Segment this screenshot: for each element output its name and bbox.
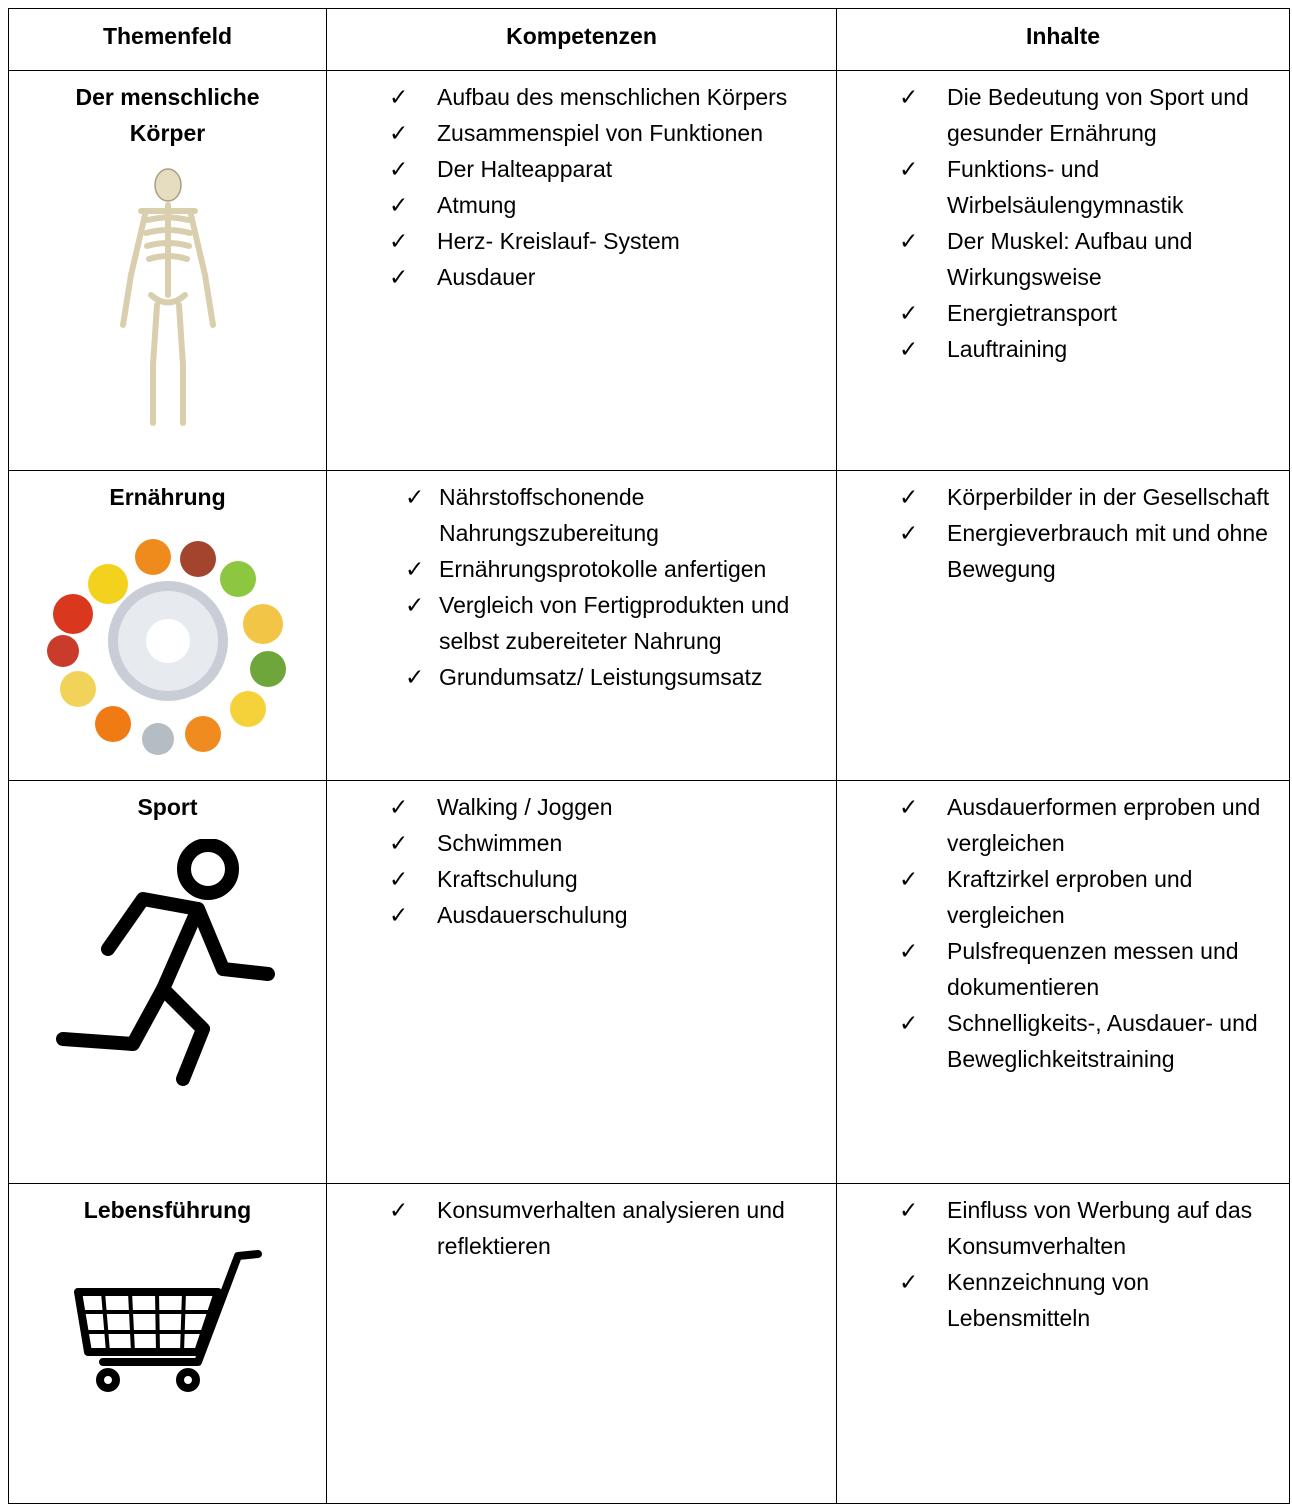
list-item: Aufbau des menschlichen Körpers [327,79,836,115]
kompetenzen-cell: Konsumverhalten analysieren und reflekti… [326,1183,837,1504]
kompetenzen-cell: Aufbau des menschlichen KörpersZusammens… [326,70,837,471]
inhalte-list: Die Bedeutung von Sport und gesunder Ern… [837,79,1289,367]
list-item: Ausdauer [327,259,836,295]
table-row: Sport Walking / JoggenSchwimmenKraftschu… [8,780,1290,1184]
header-row: Themenfeld Kompetenzen Inhalte [8,8,1290,71]
kompetenzen-list: Konsumverhalten analysieren und reflekti… [327,1192,836,1264]
inhalte-cell: Die Bedeutung von Sport und gesunder Ern… [836,70,1290,471]
list-item: Die Bedeutung von Sport und gesunder Ern… [837,79,1289,151]
skeleton-icon [119,168,216,426]
list-item: Atmung [327,187,836,223]
list-item: Grundumsatz/ Leistungsumsatz [327,659,836,695]
list-item: Körperbilder in der Gesellschaft [837,479,1289,515]
list-item: Kraftschulung [327,861,836,897]
column-header: Themenfeld [8,8,327,71]
food-icon [46,539,286,755]
list-item: Lauftraining [837,331,1289,367]
kompetenzen-list: Nährstoffschonende NahrungszubereitungEr… [327,479,836,695]
list-item: Vergleich von Fertigprodukten und selbst… [327,587,836,659]
list-item: Konsumverhalten analysieren und reflekti… [327,1192,836,1264]
list-item: Herz- Kreislauf- System [327,223,836,259]
inhalte-cell: Körperbilder in der GesellschaftEnergiev… [836,470,1290,781]
list-item: Schnelligkeits-, Ausdauer- und Beweglich… [837,1005,1289,1077]
table-row: Lebensführung Konsumverhalten analysiere… [8,1183,1290,1504]
cart-icon [73,1250,262,1392]
list-item: Schwimmen [327,825,836,861]
list-item: Der Halteapparat [327,151,836,187]
topic-cell: Der menschliche Körper [8,70,327,471]
list-item: Energietransport [837,295,1289,331]
topic-cell: Lebensführung [8,1183,327,1504]
topic-name: Der menschliche Körper [75,84,260,146]
column-header: Kompetenzen [326,8,837,71]
topic-name: Ernährung [109,484,226,510]
list-item: Ernährungsprotokolle anfertigen [327,551,836,587]
column-header: Inhalte [836,8,1290,71]
list-item: Pulsfrequenzen messen und dokumentieren [837,933,1289,1005]
inhalte-list: Ausdauerformen erproben und vergleichenK… [837,789,1289,1077]
inhalte-cell: Ausdauerformen erproben und vergleichenK… [836,780,1290,1184]
kompetenzen-cell: Walking / JoggenSchwimmenKraftschulungAu… [326,780,837,1184]
inhalte-list: Einfluss von Werbung auf das Konsumverha… [837,1192,1289,1336]
topic-cell: Sport [8,780,327,1184]
list-item: Walking / Joggen [327,789,836,825]
list-item: Ausdauerschulung [327,897,836,933]
list-item: Nährstoffschonende Nahrungszubereitung [327,479,836,551]
list-item: Kennzeichnung von Lebensmitteln [837,1264,1289,1336]
list-item: Energieverbrauch mit und ohne Bewegung [837,515,1289,587]
table-row: Ernährung Nährstoffschonende Nahrungszub… [8,470,1290,781]
kompetenzen-list: Aufbau des menschlichen KörpersZusammens… [327,79,836,295]
topic-name: Lebensführung [83,1197,252,1223]
kompetenzen-list: Walking / JoggenSchwimmenKraftschulungAu… [327,789,836,933]
topic-cell: Ernährung [8,470,327,781]
list-item: Funktions- und Wirbelsäulengymnastik [837,151,1289,223]
topic-table: Themenfeld Kompetenzen Inhalte Der menschl… [8,8,1290,1504]
list-item: Ausdauerformen erproben und vergleichen [837,789,1289,861]
list-item: Kraftzirkel erproben und vergleichen [837,861,1289,933]
inhalte-cell: Einfluss von Werbung auf das Konsumverha… [836,1183,1290,1504]
runner-icon [55,839,275,1086]
topic-name: Sport [137,794,198,820]
inhalte-list: Körperbilder in der GesellschaftEnergiev… [837,479,1289,587]
kompetenzen-cell: Nährstoffschonende NahrungszubereitungEr… [326,470,837,781]
table-body: Der menschliche Körper Aufbau des mensch… [8,70,1290,1504]
list-item: Der Muskel: Aufbau und Wirkungsweise [837,223,1289,295]
table-row: Der menschliche Körper Aufbau des mensch… [8,70,1290,471]
list-item: Zusammenspiel von Funktionen [327,115,836,151]
list-item: Einfluss von Werbung auf das Konsumverha… [837,1192,1289,1264]
